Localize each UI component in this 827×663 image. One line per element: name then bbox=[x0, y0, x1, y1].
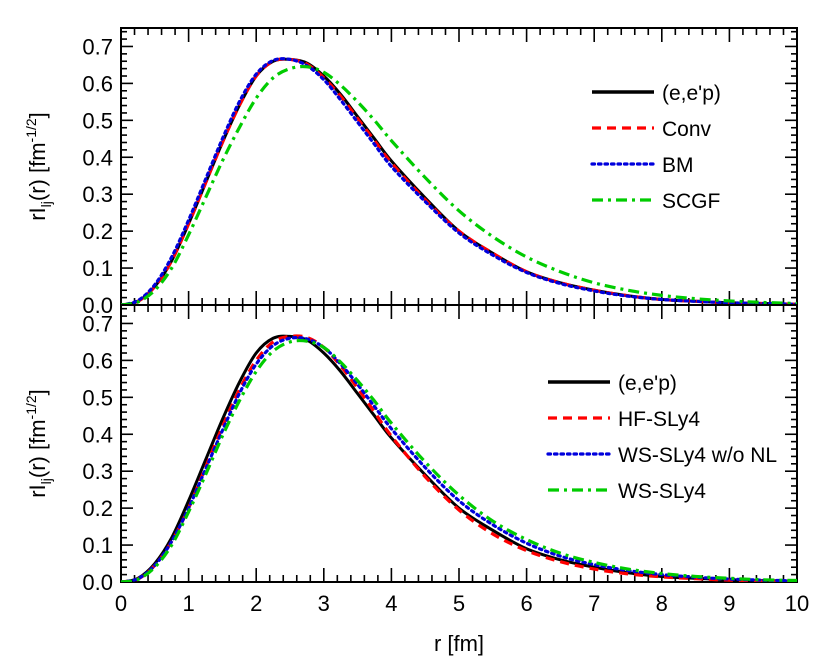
x-tick-label: 6 bbox=[520, 591, 532, 616]
legend-label: WS-SLy4 bbox=[618, 480, 706, 503]
x-axis-title: r [fm] bbox=[434, 631, 484, 656]
y-axis-title-superscript: -1/2 bbox=[23, 395, 39, 419]
x-tick-label: 0 bbox=[115, 591, 127, 616]
series-line-ws-sly4 bbox=[121, 338, 797, 582]
x-tick-label: 9 bbox=[723, 591, 735, 616]
y-axis-title: rIlj(r) [fm-1/2] bbox=[23, 389, 54, 498]
y-axis-title-close: ] bbox=[25, 389, 50, 395]
top-panel: 0.0 0.1 0.2 0.3 0.4 0.5 0.6 0.7 rIlj(r) [fm-1/2]… bbox=[23, 27, 798, 318]
y-axis-title-superscript: -1/2 bbox=[23, 118, 39, 142]
x-tick-label: 3 bbox=[318, 591, 330, 616]
y-tick-label: 0.3 bbox=[82, 182, 113, 207]
y-tick-label: 0.1 bbox=[82, 256, 113, 281]
series-line-bm bbox=[121, 57, 797, 305]
legend-label: WS-SLy4 w/o NL bbox=[618, 444, 777, 467]
y-tick-label: 0.7 bbox=[82, 311, 113, 336]
x-tick-label: 7 bbox=[588, 591, 600, 616]
y-axis-title-subscript: lj bbox=[38, 201, 54, 207]
y-axis-title-main: rI bbox=[25, 207, 50, 220]
y-tick-label: 0.6 bbox=[82, 71, 113, 96]
y-tick-label: 0.3 bbox=[82, 459, 113, 484]
y-tick-label: 0.0 bbox=[82, 570, 113, 595]
y-tick-label: 0.7 bbox=[82, 34, 113, 59]
y-tick-label: 0.4 bbox=[82, 422, 113, 447]
legend: (e,e'p) Conv BM SCGF bbox=[590, 82, 721, 213]
y-axis-title-rest: (r) [fm bbox=[25, 419, 50, 478]
y-axis-title-rest: (r) [fm bbox=[25, 142, 50, 201]
legend-label: (e,e'p) bbox=[618, 372, 677, 395]
plot-frame bbox=[120, 27, 798, 306]
y-axis-title: rIlj(r) [fm-1/2] bbox=[23, 112, 54, 221]
y-axis-title-main: rI bbox=[25, 484, 50, 497]
legend-label: SCGF bbox=[662, 190, 720, 213]
y-tick-label: 0.2 bbox=[82, 496, 113, 521]
y-axis-title-subscript: lj bbox=[38, 478, 54, 484]
x-tick-label: 5 bbox=[453, 591, 465, 616]
legend-label: BM bbox=[662, 154, 694, 177]
y-tick-label: 0.5 bbox=[82, 108, 113, 133]
y-axis-title-close: ] bbox=[25, 112, 50, 118]
legend-label: HF-SLy4 bbox=[618, 408, 700, 431]
y-tick-label: 0.4 bbox=[82, 145, 113, 170]
x-tick-labels: 0 1 2 3 4 5 6 7 8 9 10 bbox=[115, 591, 809, 616]
y-tick-label: 0.1 bbox=[82, 533, 113, 558]
legend: (e,e'p) HF-SLy4 WS-SLy4 w/o NL WS-SLy4 bbox=[546, 372, 777, 503]
x-tick-label: 8 bbox=[656, 591, 668, 616]
x-tick-label: 2 bbox=[250, 591, 262, 616]
bottom-panel: 0.0 0.1 0.2 0.3 0.4 0.5 0.6 0.7 rIlj(r) [fm-1/2]… bbox=[23, 304, 798, 595]
series-line-scgf bbox=[121, 64, 797, 305]
y-tick-label: 0.5 bbox=[82, 385, 113, 410]
x-tick-label: 4 bbox=[385, 591, 397, 616]
x-tick-label: 10 bbox=[785, 591, 809, 616]
series-line-conv bbox=[121, 57, 797, 305]
y-tick-label: 0.6 bbox=[82, 348, 113, 373]
y-tick-label: 0.2 bbox=[82, 219, 113, 244]
legend-label: Conv bbox=[662, 118, 712, 141]
y-tick-label: 0.0 bbox=[82, 293, 113, 318]
legend-label: (e,e'p) bbox=[662, 82, 721, 105]
x-tick-label: 1 bbox=[182, 591, 194, 616]
